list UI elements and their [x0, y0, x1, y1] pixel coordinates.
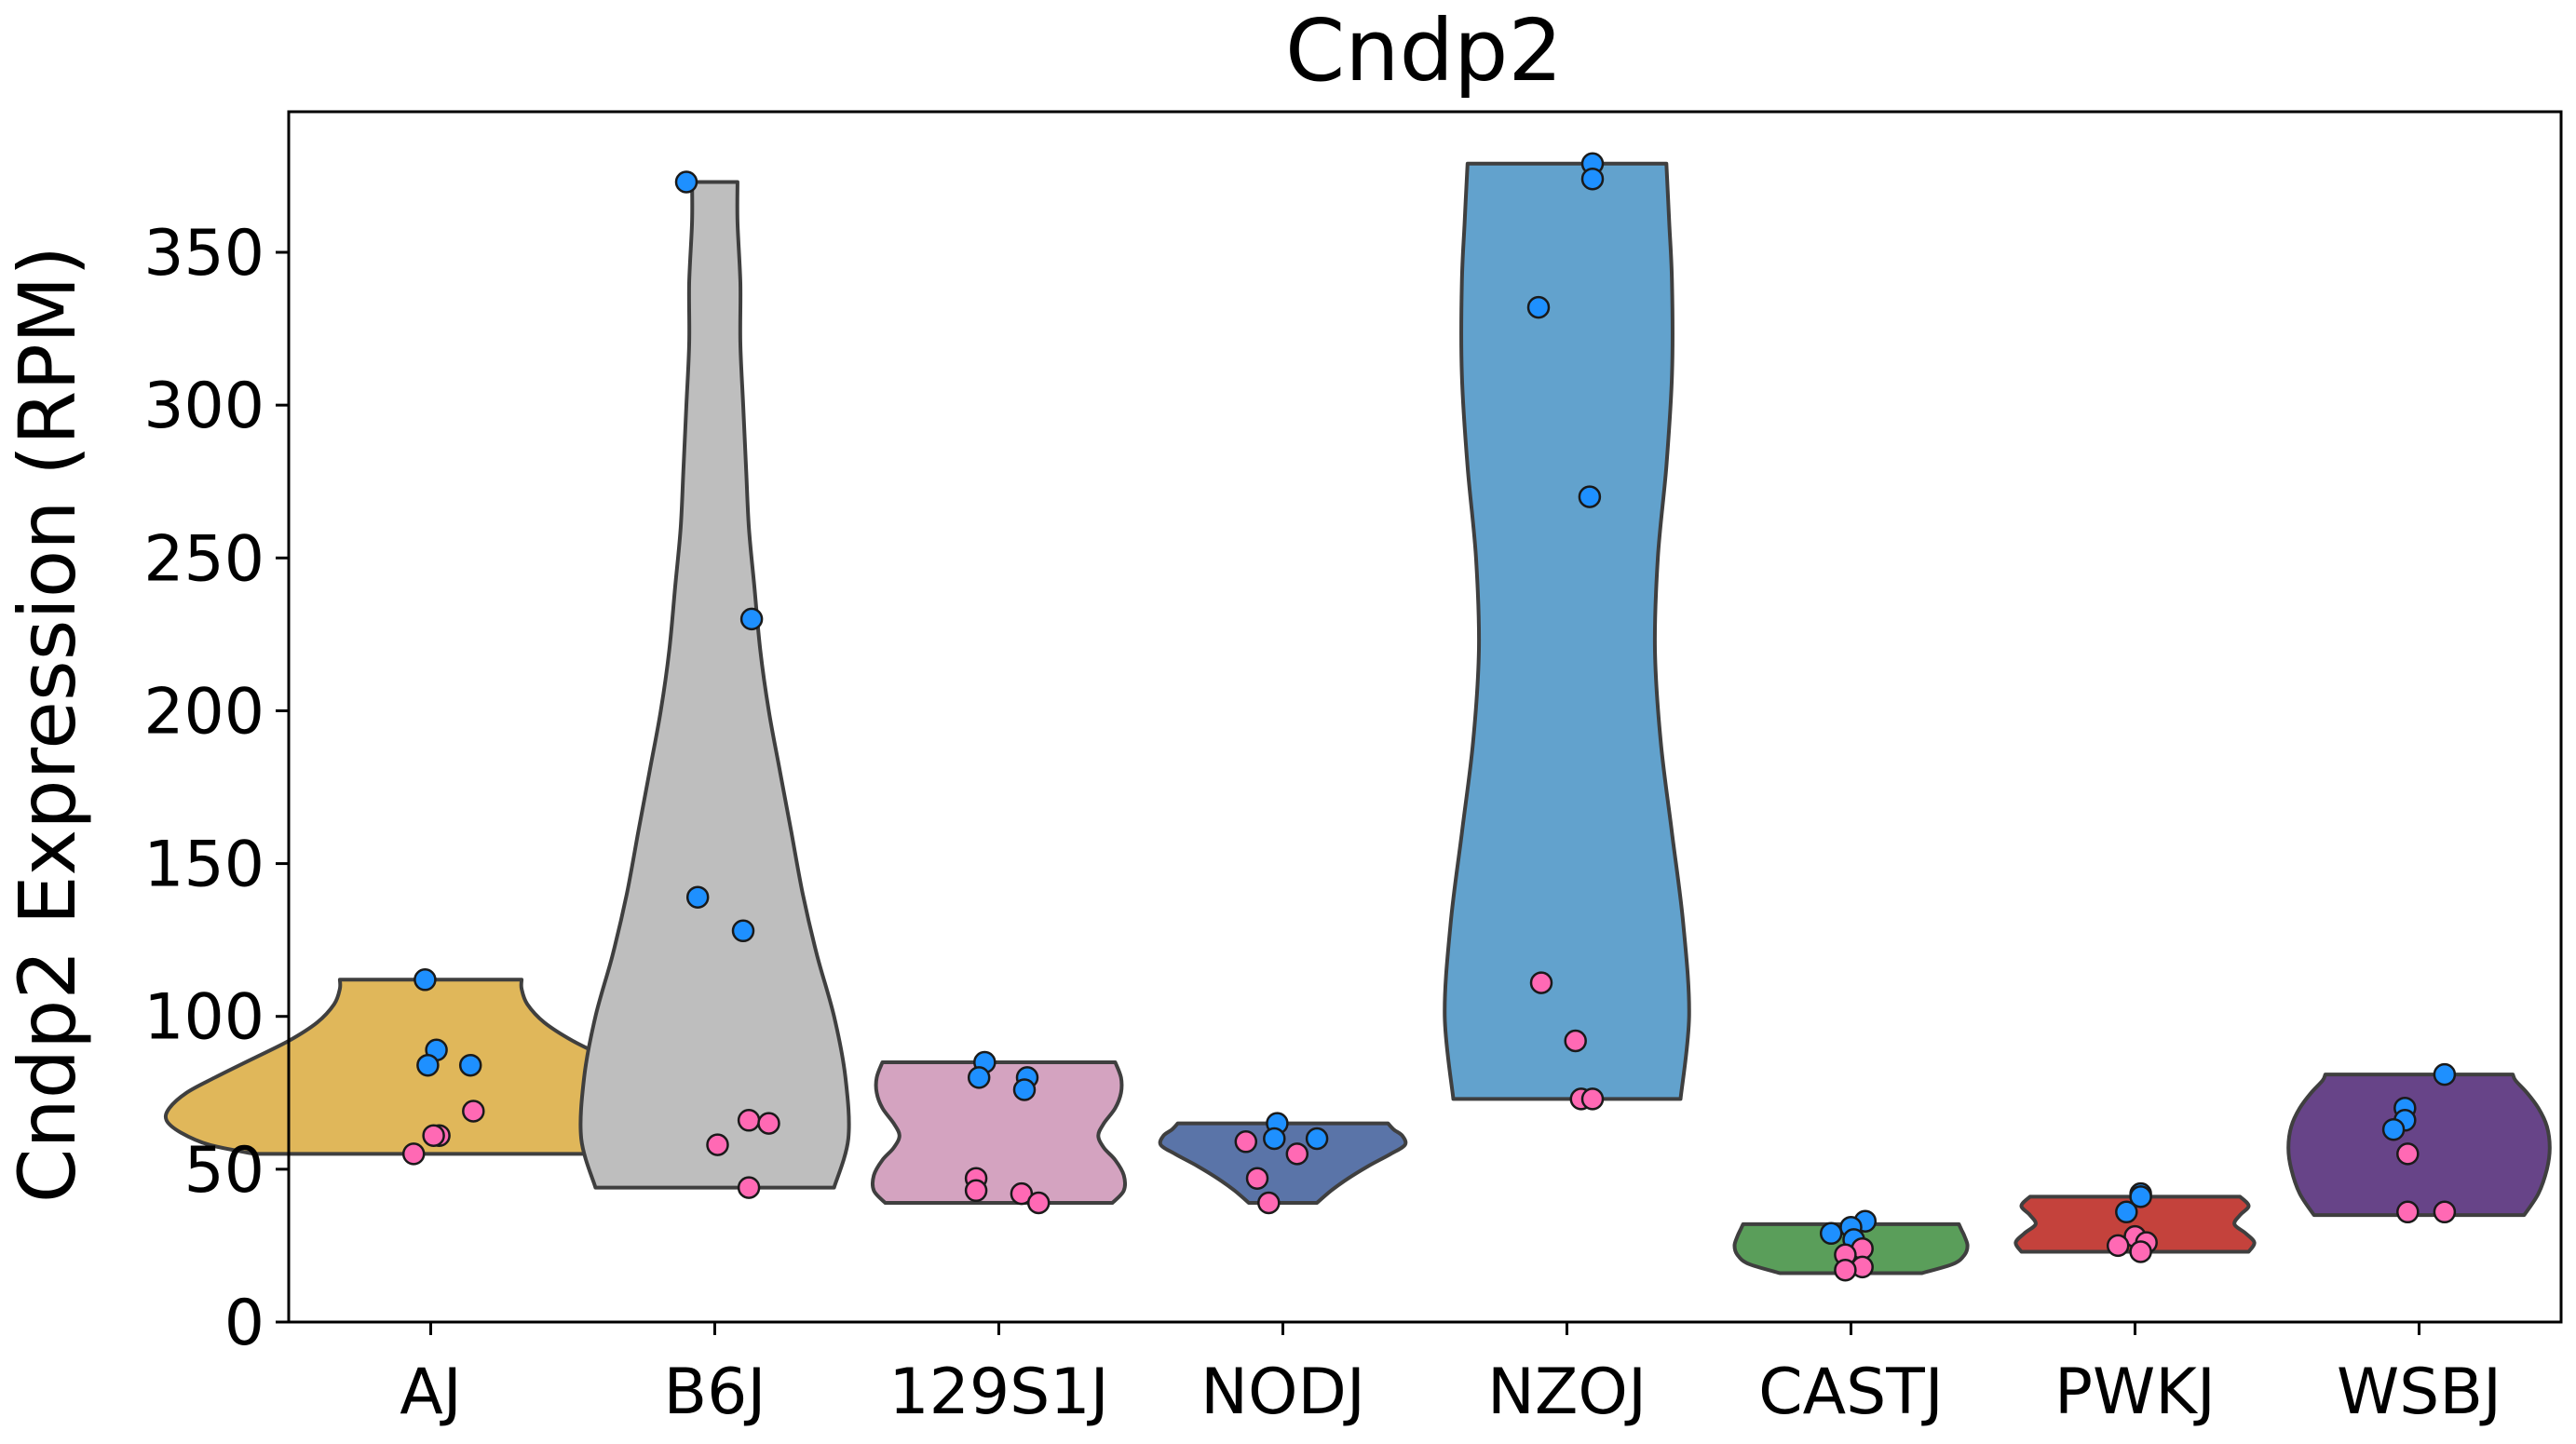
- data-point-PWKJ-1: [2129, 1185, 2152, 1208]
- x-tick-label-CASTJ: CASTJ: [1758, 1356, 1944, 1429]
- data-point-WSBJ-6: [2433, 1200, 2457, 1224]
- data-point-129S1J-1: [967, 1066, 991, 1089]
- data-point-CASTJ-2: [1819, 1221, 1843, 1246]
- data-point-B6J-6: [706, 1133, 729, 1156]
- violins-layer: [163, 161, 2552, 1275]
- data-point-B6J-1: [739, 607, 764, 631]
- data-point-WSBJ-3: [2381, 1117, 2406, 1141]
- y-tick-label-0: 0: [224, 1287, 264, 1360]
- chart-title: Cndp2: [1285, 1, 1563, 101]
- data-point-WSBJ-0: [2433, 1062, 2457, 1086]
- data-point-NZOJ-4: [1529, 971, 1553, 994]
- data-point-129S1J-6: [1010, 1181, 1034, 1206]
- y-tick-label-200: 200: [143, 675, 264, 749]
- x-tick-label-B6J: B6J: [664, 1356, 766, 1429]
- violin-NZOJ: [1443, 161, 1691, 1101]
- violin-129S1J: [870, 1060, 1128, 1205]
- violin-NODJ: [1158, 1121, 1408, 1205]
- y-tick-label-350: 350: [143, 217, 264, 290]
- data-point-PWKJ-6: [2129, 1240, 2152, 1263]
- data-point-AJ-3: [458, 1053, 482, 1077]
- violin-B6J: [578, 180, 851, 1190]
- data-point-WSBJ-5: [2396, 1200, 2420, 1224]
- data-point-AJ-2: [416, 1053, 440, 1077]
- y-tick-label-250: 250: [143, 522, 264, 596]
- x-tick-label-WSBJ: WSBJ: [2337, 1356, 2501, 1429]
- data-point-NODJ-5: [1245, 1167, 1269, 1190]
- data-point-AJ-7: [401, 1142, 426, 1166]
- x-tick-label-NZOJ: NZOJ: [1487, 1356, 1647, 1429]
- data-point-B6J-4: [737, 1109, 761, 1132]
- x-tick-label-AJ: AJ: [400, 1356, 462, 1429]
- y-axis: 0 50 100 150 200 250 300 350: [143, 217, 289, 1360]
- points-layer: [401, 152, 2457, 1282]
- data-point-NODJ-6: [1257, 1191, 1281, 1215]
- y-tick-label-50: 50: [183, 1134, 264, 1208]
- plot-frame: [287, 110, 2563, 1324]
- data-point-AJ-4: [462, 1100, 485, 1123]
- y-tick-label-300: 300: [143, 370, 264, 443]
- data-point-129S1J-7: [1026, 1191, 1051, 1215]
- x-tick-label-NODJ: NODJ: [1200, 1356, 1365, 1429]
- data-point-NODJ-1: [1263, 1127, 1286, 1151]
- data-point-NZOJ-3: [1578, 485, 1602, 508]
- data-point-B6J-5: [757, 1112, 780, 1135]
- data-point-B6J-7: [737, 1176, 761, 1199]
- data-point-CASTJ-7: [1834, 1258, 1857, 1282]
- data-point-PWKJ-2: [2115, 1200, 2138, 1224]
- data-point-NZOJ-5: [1564, 1029, 1587, 1053]
- x-tick-label-PWKJ: PWKJ: [2054, 1356, 2216, 1429]
- data-point-129S1J-3: [1012, 1078, 1037, 1101]
- y-tick-label-100: 100: [143, 981, 264, 1055]
- data-point-NODJ-3: [1234, 1130, 1258, 1154]
- x-tick-label-129S1J: 129S1J: [888, 1356, 1108, 1429]
- data-point-129S1J-5: [964, 1179, 988, 1203]
- data-point-AJ-0: [414, 968, 437, 992]
- y-tick-label-150: 150: [143, 829, 264, 902]
- data-point-B6J-3: [731, 919, 755, 943]
- violin-PWKJ: [2013, 1194, 2257, 1254]
- data-point-PWKJ-5: [2106, 1234, 2130, 1258]
- y-axis-label: Cndp2 Expression (RPM): [2, 246, 93, 1203]
- data-point-B6J-2: [685, 885, 710, 909]
- data-point-NZOJ-2: [1526, 295, 1551, 319]
- data-point-NODJ-4: [1285, 1142, 1309, 1166]
- data-point-AJ-6: [422, 1124, 445, 1147]
- data-point-NODJ-2: [1305, 1127, 1329, 1151]
- data-point-NZOJ-1: [1580, 167, 1605, 191]
- data-point-B6J-0: [674, 170, 698, 194]
- violin-WSBJ: [2286, 1073, 2552, 1218]
- data-point-WSBJ-4: [2396, 1142, 2420, 1166]
- data-point-NZOJ-7: [1580, 1087, 1605, 1111]
- x-axis: AJ B6J 129S1J NODJ NZOJ CASTJ PWKJ WSBJ: [400, 1322, 2501, 1429]
